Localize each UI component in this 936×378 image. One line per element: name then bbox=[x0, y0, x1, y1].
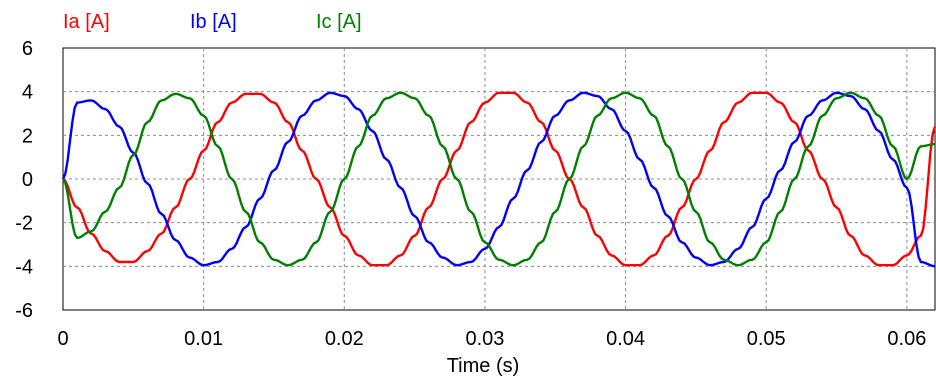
series-line-ic bbox=[61, 91, 936, 267]
series-line-ib bbox=[61, 91, 936, 268]
legend-ic: Ic [A] bbox=[316, 11, 362, 33]
series-line-ia bbox=[62, 91, 936, 267]
x-tick-label: 0.04 bbox=[606, 328, 645, 350]
y-tick-label: 6 bbox=[22, 38, 33, 60]
y-tick-label: 0 bbox=[22, 169, 33, 191]
y-tick-label: -4 bbox=[15, 256, 33, 278]
x-tick-label: 0.03 bbox=[465, 328, 504, 350]
x-axis-title: Time (s) bbox=[447, 355, 520, 377]
x-axis-ticks: 0 0.01 0.02 0.03 0.04 0.05 0.06 bbox=[57, 328, 926, 350]
y-tick-label: -6 bbox=[15, 300, 33, 322]
x-tick-label: 0.02 bbox=[325, 328, 364, 350]
legend-ia: Ia [A] bbox=[63, 11, 110, 33]
y-tick-label: 2 bbox=[22, 125, 33, 147]
y-tick-label: -2 bbox=[15, 213, 33, 235]
y-tick-label: 4 bbox=[22, 82, 33, 104]
x-tick-label: 0.01 bbox=[184, 328, 223, 350]
x-tick-label: 0.05 bbox=[747, 328, 786, 350]
legend-ib: Ib [A] bbox=[190, 11, 237, 33]
plot-area bbox=[62, 47, 936, 311]
series-lines bbox=[61, 91, 936, 268]
x-tick-label: 0.06 bbox=[887, 328, 926, 350]
y-axis-ticks: 6 4 2 0 -2 -4 -6 bbox=[15, 38, 33, 322]
x-tick-label: 0 bbox=[57, 328, 68, 350]
